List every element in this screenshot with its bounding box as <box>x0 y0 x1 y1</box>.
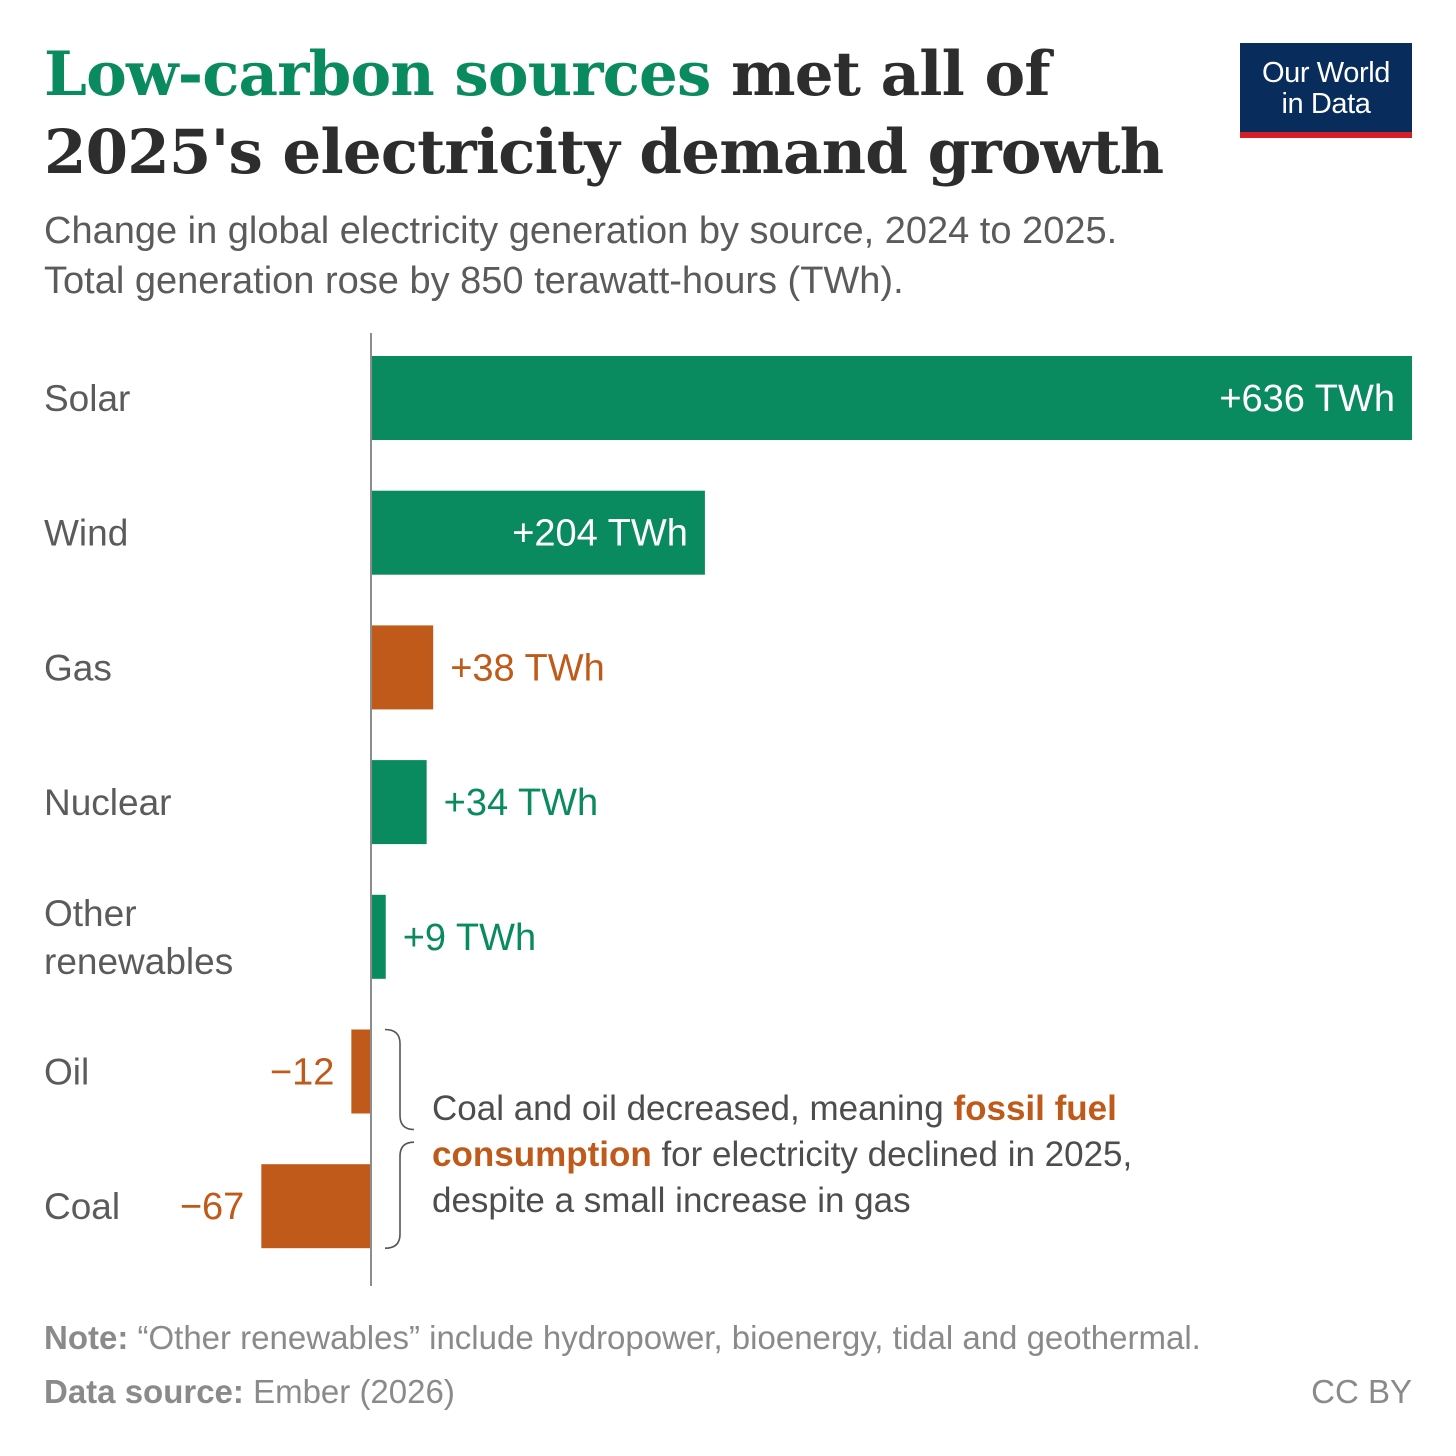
bar-other-renewables <box>371 894 386 979</box>
category-label-coal: Coal <box>44 1186 120 1227</box>
value-label-solar: +636 TWh <box>1219 378 1395 420</box>
oil-bracket <box>384 1028 415 1131</box>
source-text: Ember (2026) <box>243 1373 455 1410</box>
annotation-text-before: Coal and oil decreased, meaning <box>432 1089 954 1128</box>
source-label: Data source: <box>44 1373 244 1410</box>
our-world-in-data-logo[interactable]: Our World in Data <box>1240 43 1412 138</box>
value-label-gas: +38 TWh <box>450 647 605 689</box>
subtitle-line-1: Change in global electricity generation … <box>44 210 1118 252</box>
category-label-nuclear: Nuclear <box>44 782 172 823</box>
bar-coal <box>261 1164 371 1249</box>
category-label-other-renewables: Other renewables <box>44 893 233 982</box>
note-label: Note: <box>44 1319 129 1356</box>
footer-source: Data source: Ember (2026) <box>44 1372 1414 1412</box>
chart-subtitle: Change in global electricity generation … <box>44 206 1304 306</box>
bar-solar <box>371 356 1412 440</box>
bar-wind <box>371 490 705 575</box>
coal-bracket <box>384 1141 415 1249</box>
bar-gas <box>371 625 434 710</box>
fossil-decline-annotation: Coal and oil decreased, meaning fossil f… <box>432 1086 1172 1224</box>
bars-layer: Solar +636 TWh Wind +204 TWh Gas +38 TWh Nucle… <box>44 356 1412 1249</box>
category-label-wind: Wind <box>44 513 128 554</box>
note-text: “Other renewables” include hydropower, b… <box>128 1319 1201 1356</box>
chart-title-highlight: Low-carbon sources <box>44 39 711 110</box>
chart-title: Low-carbon sources met all of 2025's ele… <box>44 36 1214 192</box>
value-label-coal: −67 <box>180 1186 244 1228</box>
category-label-solar: Solar <box>44 378 130 419</box>
annotation-emphasis: fossil fuel consumption <box>432 1089 1117 1174</box>
bar-nuclear <box>371 760 427 845</box>
logo-line-2: in Data <box>1281 88 1371 120</box>
footer-note: Note: “Other renewables” include hydropo… <box>44 1318 1414 1358</box>
category-label-gas: Gas <box>44 647 112 688</box>
subtitle-line-2: Total generation rose by 850 terawatt-ho… <box>44 260 904 302</box>
category-label-oil: Oil <box>44 1052 89 1093</box>
bar-oil <box>351 1029 371 1114</box>
logo-line-1: Our World <box>1261 57 1390 89</box>
value-label-wind: +204 TWh <box>512 513 688 555</box>
chart-title-rest: met all of 2025's electricity demand gro… <box>44 39 1164 188</box>
value-label-nuclear: +34 TWh <box>444 782 599 824</box>
annotation-text-after: for electricity declined in 2025, despit… <box>432 1135 1133 1220</box>
license-link[interactable]: CC BY <box>1311 1373 1412 1410</box>
value-label-oil: −12 <box>270 1052 334 1094</box>
value-label-other-renewables: +9 TWh <box>403 917 536 959</box>
